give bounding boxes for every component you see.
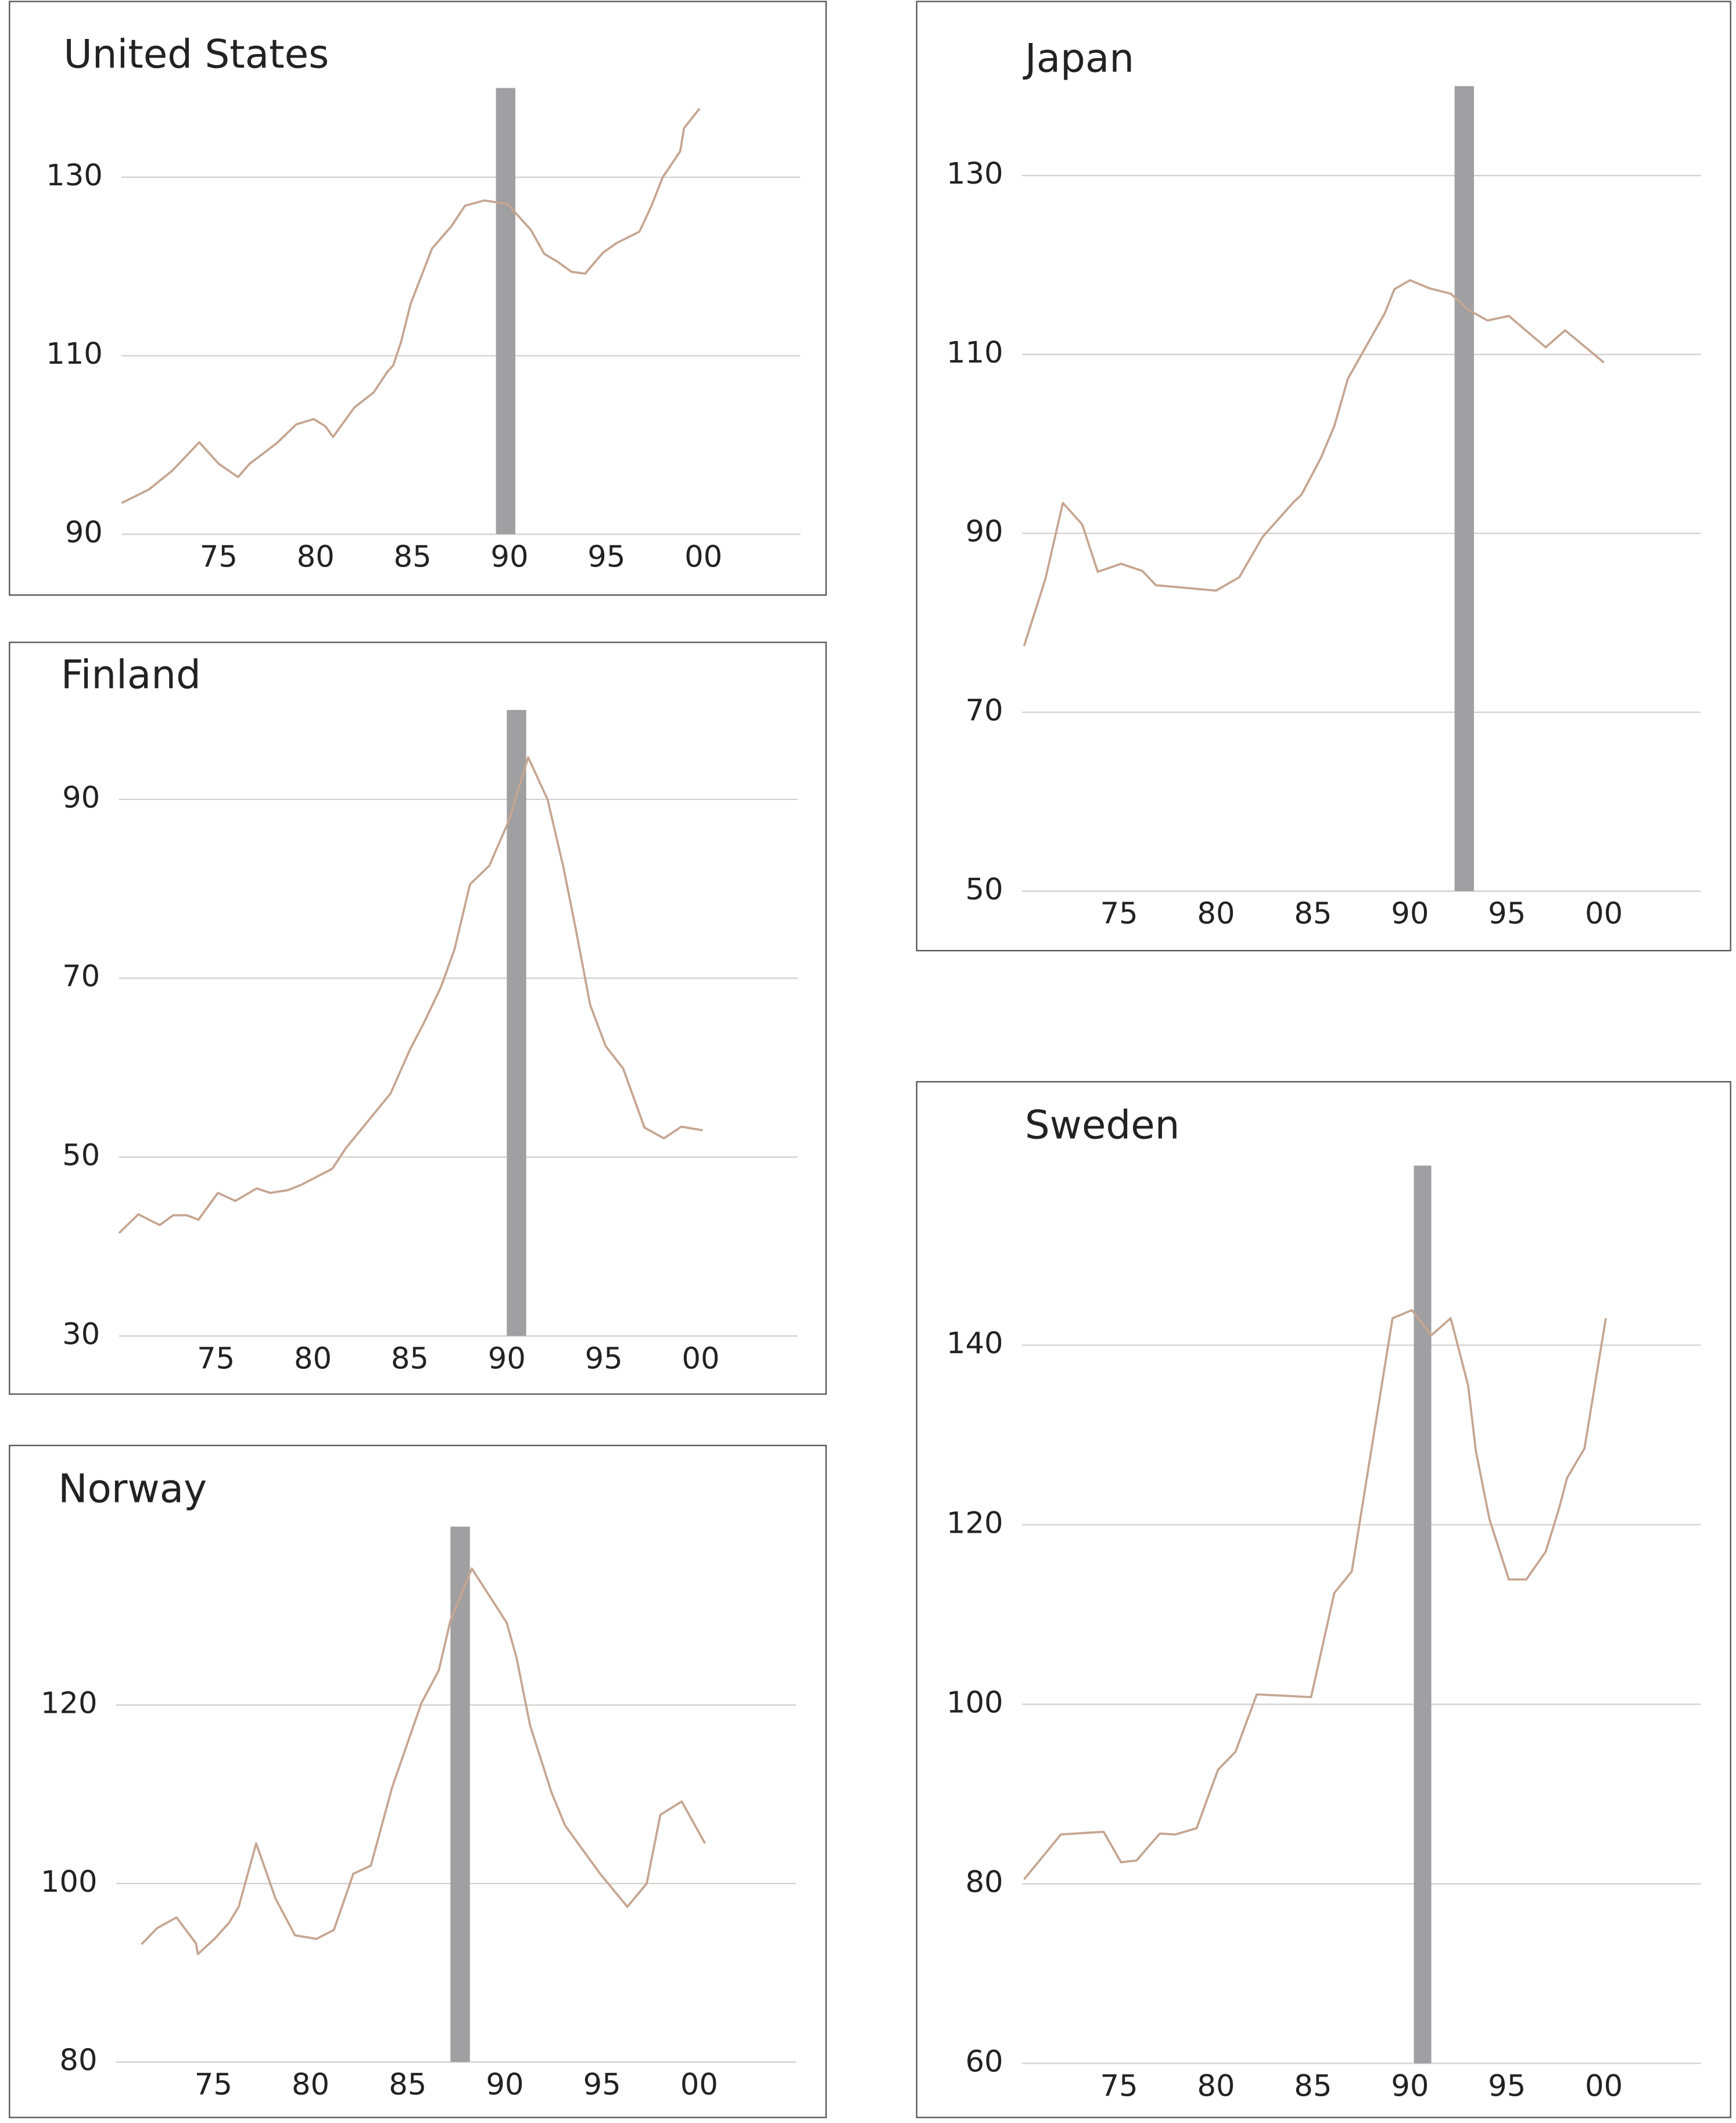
x-tick-label: 95 [583, 2067, 621, 2102]
x-tick-label: 95 [587, 539, 625, 574]
y-tick-label: 120 [946, 1505, 1003, 1540]
y-tick-label: 130 [946, 156, 1003, 191]
x-tick-label: 90 [486, 2067, 523, 2102]
y-tick-label: 140 [946, 1326, 1003, 1361]
x-tick-label: 80 [297, 539, 335, 574]
x-tick-label: 80 [1197, 2068, 1235, 2103]
y-tick-label: 70 [62, 959, 100, 994]
y-tick-label: 110 [46, 336, 103, 371]
crisis-band [450, 1526, 470, 2063]
x-tick-label: 00 [680, 2067, 718, 2102]
chart-title: United States [63, 31, 329, 77]
x-tick-label: 00 [1585, 896, 1623, 931]
crisis-band [507, 709, 526, 1336]
x-tick-label: 85 [391, 1341, 429, 1376]
chart-title: Finland [61, 652, 201, 698]
chart-title: Japan [1023, 35, 1134, 81]
x-tick-label: 00 [1585, 2068, 1623, 2103]
panel-frame [9, 1, 827, 596]
crisis-band [1454, 86, 1474, 891]
x-tick-label: 80 [294, 1341, 332, 1376]
line-series [121, 107, 701, 504]
x-tick-label: 90 [1391, 2068, 1429, 2103]
chart-panel: Japan 50 70 90 110 130 75 80 85 90 95 00 [916, 1, 1731, 952]
y-tick-label: 60 [966, 2044, 1003, 2079]
y-tick-label: 70 [966, 693, 1003, 728]
y-tick-label: 90 [966, 514, 1003, 549]
x-tick-label: 80 [292, 2067, 329, 2102]
x-tick-label: 95 [585, 1341, 623, 1376]
x-tick-label: 85 [1294, 896, 1332, 931]
y-tick-label: 100 [41, 1864, 98, 1899]
x-tick-label: 95 [1488, 2068, 1526, 2103]
x-tick-label: 75 [1100, 2068, 1138, 2103]
y-tick-label: 80 [966, 1864, 1003, 1899]
y-tick-label: 90 [62, 780, 100, 815]
x-tick-label: 85 [1294, 2068, 1332, 2103]
y-tick-label: 50 [62, 1138, 100, 1173]
chart-title: Sweden [1025, 1102, 1180, 1148]
line-series [1023, 1309, 1607, 1880]
panel-frame [9, 1444, 827, 2118]
y-tick-label: 120 [41, 1686, 98, 1721]
crisis-band [1414, 1166, 1432, 2064]
x-tick-label: 75 [195, 2067, 232, 2102]
chart-panel: Sweden 60 80 100 120 140 75 80 85 90 95 00 [916, 1081, 1731, 2118]
x-tick-label: 00 [684, 539, 722, 574]
x-tick-label: 00 [682, 1341, 720, 1376]
x-tick-label: 85 [394, 539, 432, 574]
crisis-band [496, 88, 515, 535]
x-tick-label: 80 [1197, 896, 1235, 931]
x-tick-label: 90 [490, 539, 528, 574]
y-tick-label: 130 [46, 158, 103, 193]
chart-panel: Norway 80 100 120 75 80 85 90 95 00 [9, 1444, 827, 2118]
x-tick-label: 90 [1391, 896, 1429, 931]
y-tick-label: 100 [946, 1685, 1003, 1720]
x-tick-label: 75 [200, 539, 238, 574]
y-tick-label: 50 [966, 872, 1003, 907]
chart-panel: United States 90 110 130 75 80 85 90 95 00 [9, 1, 827, 596]
x-tick-label: 75 [197, 1341, 235, 1376]
y-tick-label: 90 [65, 515, 103, 550]
x-tick-label: 90 [488, 1341, 526, 1376]
chart-title: Norway [58, 1466, 207, 1512]
x-tick-label: 85 [389, 2067, 426, 2102]
y-tick-label: 110 [946, 335, 1003, 370]
y-tick-label: 80 [59, 2043, 97, 2078]
panel-frame [9, 641, 827, 1395]
line-series [118, 756, 703, 1234]
line-series [141, 1567, 706, 1956]
x-tick-label: 95 [1488, 896, 1526, 931]
line-series [1023, 279, 1605, 647]
y-tick-label: 30 [62, 1317, 100, 1351]
x-tick-label: 75 [1100, 896, 1138, 931]
chart-panel: Finland 30 50 70 90 75 80 85 90 95 00 [9, 641, 827, 1395]
panel-frame [916, 1081, 1731, 2118]
panel-frame [916, 1, 1731, 952]
